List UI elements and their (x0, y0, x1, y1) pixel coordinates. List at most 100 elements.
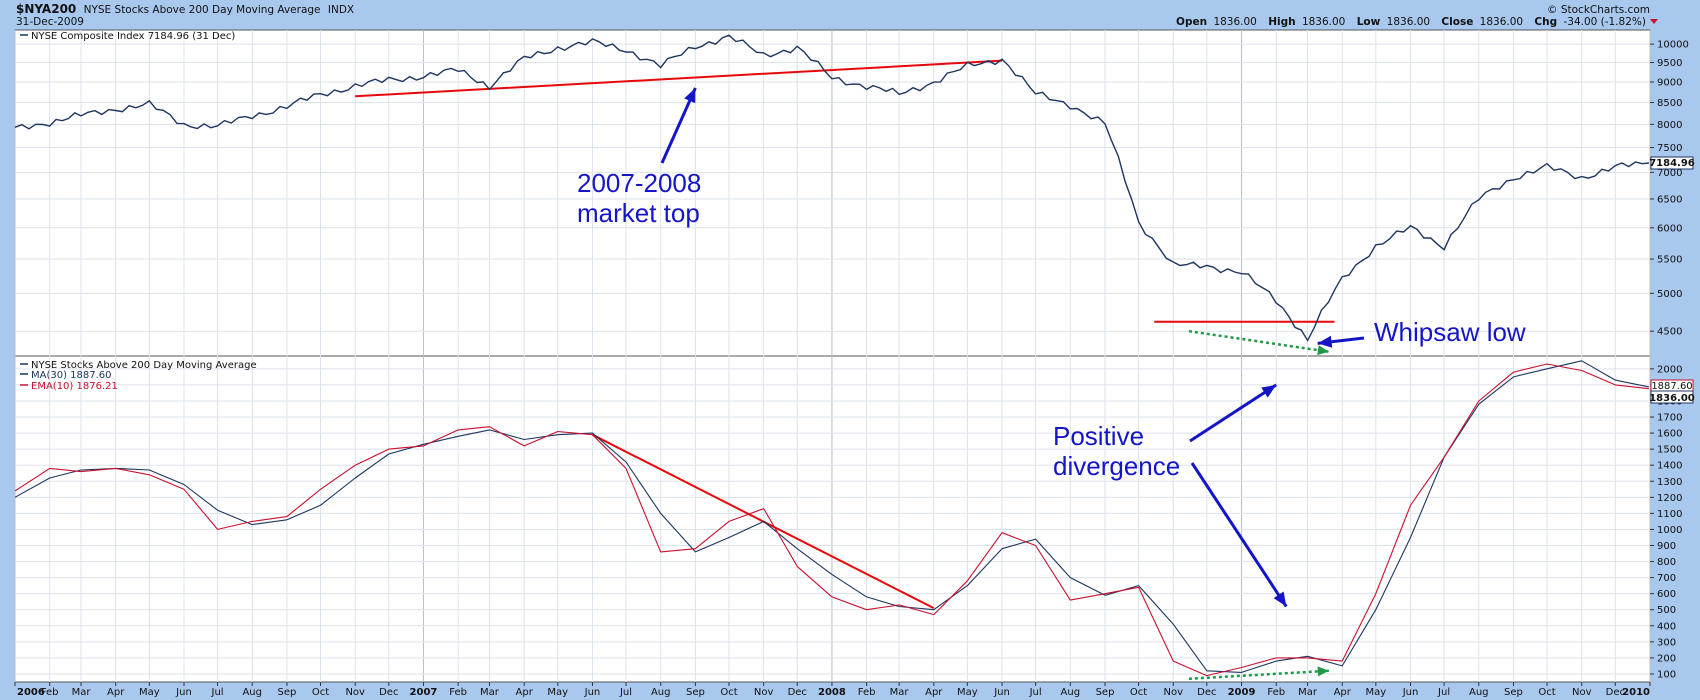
price-y-tick-label: 8000 (1657, 120, 1682, 131)
x-tick-label: Dec (788, 687, 807, 698)
x-tick-label: Feb (41, 687, 59, 698)
price-series-line (14, 34, 1649, 342)
ema-legend: EMA(10) 1876.21 (31, 381, 118, 392)
down-arrow-icon (1650, 19, 1658, 24)
x-tick-label: Mar (72, 687, 92, 698)
x-tick-label: Nov (1163, 687, 1183, 698)
breadth-y-tick-label: 300 (1657, 637, 1676, 648)
annotation-market-top-line2: market top (577, 198, 700, 228)
ma-last-value: 1887.60 (1651, 381, 1692, 392)
price-y-tick-label: 10000 (1657, 40, 1689, 51)
price-y-tick-label: 6500 (1657, 194, 1682, 205)
x-tick-label: Apr (516, 687, 534, 698)
breadth-y-tick-label: 1300 (1657, 477, 1682, 488)
x-tick-label: Mar (480, 687, 500, 698)
x-tick-label: Jun (175, 687, 192, 698)
x-tick-label: 2007 (410, 687, 438, 698)
chart-date: 31-Dec-2009 (16, 16, 84, 28)
x-tick-label: Oct (312, 687, 329, 698)
grid (14, 30, 1651, 682)
exchange: INDX (328, 4, 354, 16)
price-y-tick-label: 8500 (1657, 98, 1682, 109)
x-tick-label: 2010 (1622, 687, 1650, 698)
x-tick-label: Jul (211, 687, 224, 698)
divergence-arrow-down (1190, 462, 1288, 608)
price-y-tick-label: 9500 (1657, 58, 1682, 69)
annotation-positive-line1: Positive (1053, 421, 1144, 451)
breadth-legend: NYSE Stocks Above 200 Day Moving Average… (20, 360, 257, 392)
breadth-y-tick-label: 1100 (1657, 509, 1682, 520)
quote-line: Open 1836.00 High 1836.00 Low 1836.00 Cl… (1176, 16, 1646, 28)
breadth-last-value-tags: 1887.60 1836.00 (1649, 379, 1695, 404)
price-y-tick-label: 4500 (1657, 327, 1682, 338)
x-tick-label: Sep (1504, 687, 1523, 698)
breadth-y-tick-label: 100 (1657, 669, 1676, 680)
breadth-last-value: 1836.00 (1649, 393, 1695, 404)
x-tick-label: Jul (1029, 687, 1042, 698)
price-legend: NYSE Composite Index 7184.96 (31 Dec) (20, 31, 235, 42)
price-last-value: 7184.96 (1649, 158, 1695, 169)
ma30-series-line (14, 360, 1650, 673)
price-y-tick-label: 7500 (1657, 143, 1682, 154)
x-tick-label: Dec (1606, 687, 1625, 698)
x-tick-label: Jun (584, 687, 601, 698)
divergence-arrow-up (1189, 383, 1278, 443)
x-tick-label: Aug (242, 687, 262, 698)
divergence-arrow-up-head (1261, 384, 1277, 398)
price-last-value-tag: 7184.96 (1649, 156, 1695, 170)
price-y-tick-label: 5500 (1657, 255, 1682, 266)
breadth-y-tick-label: 1400 (1657, 461, 1682, 472)
x-tick-label: May (547, 687, 568, 698)
price-trendline (355, 59, 1003, 98)
copyright: © StockCharts.com (1547, 4, 1650, 16)
breadth-title: NYSE Stocks Above 200 Day Moving Average (31, 360, 257, 371)
x-tick-label: May (139, 687, 160, 698)
divergence-arrow-down-head (1273, 591, 1287, 607)
breadth-y-tick-label: 600 (1657, 589, 1676, 600)
x-tick-label: Sep (278, 687, 297, 698)
breadth-y-tick-label: 1000 (1657, 525, 1682, 536)
x-tick-label: Feb (1267, 687, 1285, 698)
market-top-arrow-head (684, 88, 696, 104)
price-y-tick-label: 9000 (1657, 77, 1682, 88)
x-tick-label: Jul (619, 687, 632, 698)
x-tick-label: Mar (1298, 687, 1318, 698)
x-tick-label: Dec (1197, 687, 1216, 698)
x-tick-label: Jul (1437, 687, 1450, 698)
breadth-y-tick-label: 800 (1657, 557, 1676, 568)
breadth-y-tick-label: 2000 (1657, 364, 1682, 375)
x-tick-label: Oct (1130, 687, 1147, 698)
x-tick-label: Mar (890, 687, 910, 698)
annotation-market-top: 2007-2008 market top (577, 168, 701, 228)
x-tick-label: May (957, 687, 978, 698)
annotation-whipsaw-low-text: Whipsaw low (1374, 317, 1526, 347)
x-tick-label: May (1365, 687, 1386, 698)
divergence-line-breadth-head (1317, 666, 1329, 677)
x-tick-label: Sep (686, 687, 705, 698)
chart-header: $NYA200 NYSE Stocks Above 200 Day Moving… (16, 2, 1658, 28)
x-tick-label: Jun (993, 687, 1010, 698)
price-legend-text: NYSE Composite Index 7184.96 (31 Dec) (31, 31, 235, 42)
breadth-y-tick-label: 700 (1657, 573, 1676, 584)
annotation-whipsaw-low: Whipsaw low (1374, 317, 1526, 347)
x-tick-label: Jun (1402, 687, 1419, 698)
price-y-tick-label: 5000 (1657, 289, 1682, 300)
divergence-line-breadth (1188, 669, 1329, 681)
breadth-y-tick-label: 500 (1657, 605, 1676, 616)
breadth-y-tick-label: 900 (1657, 541, 1676, 552)
x-tick-label: Feb (449, 687, 467, 698)
annotation-market-top-line1: 2007-2008 (577, 168, 701, 198)
x-tick-label: 2008 (818, 687, 846, 698)
x-tick-label: Nov (1572, 687, 1592, 698)
x-tick-label: Oct (1538, 687, 1555, 698)
annotation-positive-line2: divergence (1053, 451, 1180, 481)
annotation-positive-divergence: Positive divergence (1053, 421, 1180, 481)
x-tick-label: Nov (754, 687, 774, 698)
x-tick-label: Apr (925, 687, 943, 698)
price-y-tick-label: 6000 (1657, 223, 1682, 234)
x-tick-label: Sep (1096, 687, 1115, 698)
x-tick-label: Aug (1469, 687, 1489, 698)
ma-legend: MA(30) 1887.60 (31, 370, 112, 381)
